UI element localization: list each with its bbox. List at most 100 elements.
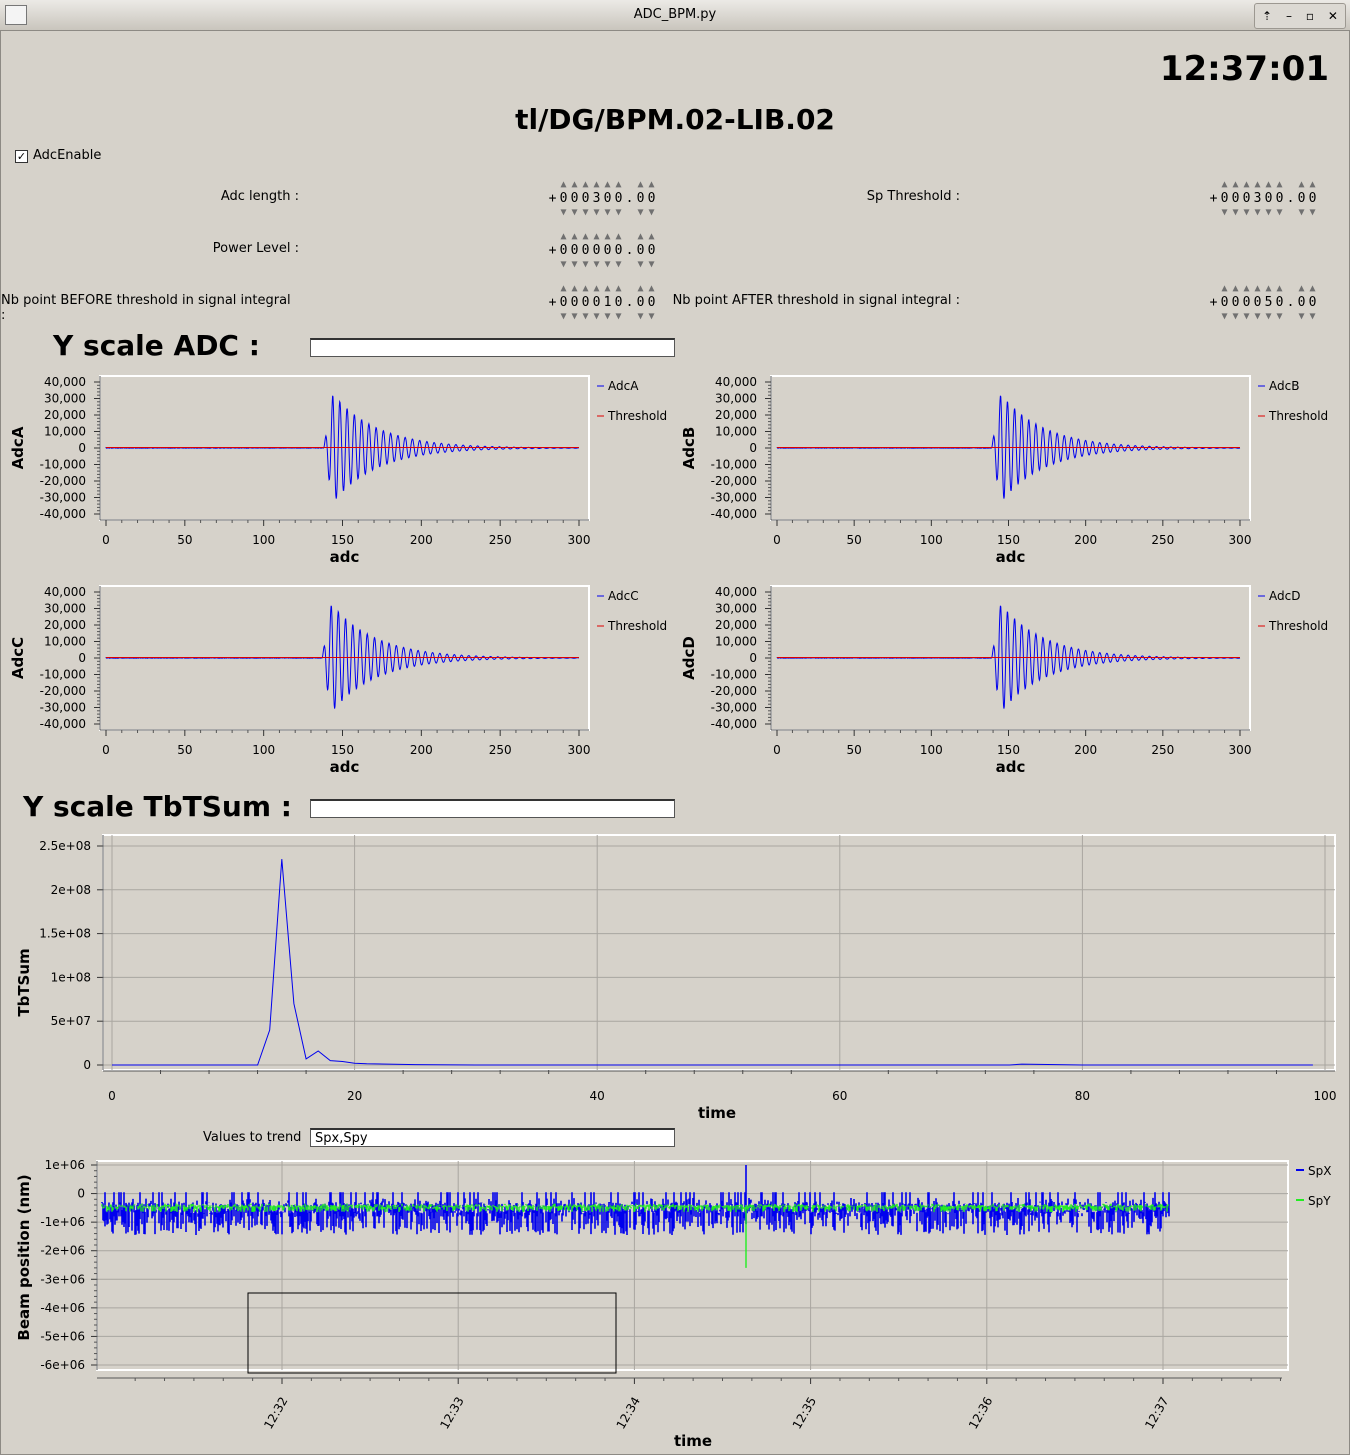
shade-icon[interactable]: ⇡ xyxy=(1261,9,1273,23)
spin-down-arrow[interactable]: ▼ xyxy=(1265,207,1272,218)
spin-down-arrow[interactable]: ▼ xyxy=(648,311,655,322)
spin-down-arrow[interactable]: ▼ xyxy=(560,259,567,270)
spin-down-arrow[interactable]: ▼ xyxy=(593,207,600,218)
spin-up-arrow[interactable]: ▲ xyxy=(1254,283,1261,294)
spin-down-arrow[interactable]: ▼ xyxy=(571,311,578,322)
spin-up-arrow[interactable]: ▲ xyxy=(593,179,600,190)
spin-down-arrow[interactable]: ▼ xyxy=(1265,311,1272,322)
spin-down-arrow[interactable]: ▼ xyxy=(1221,207,1228,218)
adc-enable-checkbox[interactable]: ✓ xyxy=(15,150,28,163)
spin-up-arrow[interactable]: ▲ xyxy=(1309,179,1316,190)
spin-up-arrow[interactable]: ▲ xyxy=(571,283,578,294)
spin-up-arrow[interactable]: ▲ xyxy=(1298,283,1305,294)
spin-up-arrow[interactable]: ▲ xyxy=(604,283,611,294)
nb-after-spinbox[interactable]: ▲ ▲ ▲ ▲ ▲ ▲ ▲ ▲ +0 0 0 0 5 0. 0 0 ▼ ▼ ▼ ▼ ▼ ▼ ▼ ▼ xyxy=(1208,283,1318,323)
spin-up-arrow[interactable]: ▲ xyxy=(560,179,567,190)
spin-down-arrow[interactable]: ▼ xyxy=(582,207,589,218)
spin-up-arrow[interactable]: ▲ xyxy=(637,231,644,242)
spin-up-arrow[interactable]: ▲ xyxy=(648,179,655,190)
spin-up-arrow[interactable]: ▲ xyxy=(1265,179,1272,190)
spin-digit: 0 xyxy=(1308,295,1317,310)
spin-up-arrow[interactable]: ▲ xyxy=(1265,283,1272,294)
window-titlebar[interactable]: ADC_BPM.py ⇡ – ▫ ✕ xyxy=(0,0,1350,31)
spin-down-arrow[interactable]: ▼ xyxy=(604,207,611,218)
spin-down-arrow[interactable]: ▼ xyxy=(615,259,622,270)
spin-down-arrow[interactable]: ▼ xyxy=(615,311,622,322)
close-icon[interactable]: ✕ xyxy=(1327,9,1338,23)
spin-up-arrow[interactable]: ▲ xyxy=(648,283,655,294)
x-axis-title: time xyxy=(674,1432,712,1450)
spin-down-arrow[interactable]: ▼ xyxy=(1254,311,1261,322)
spin-up-arrow[interactable]: ▲ xyxy=(1232,179,1239,190)
spin-up-arrow[interactable]: ▲ xyxy=(615,283,622,294)
spin-up-arrow[interactable]: ▲ xyxy=(637,283,644,294)
power-level-spinbox[interactable]: ▲ ▲ ▲ ▲ ▲ ▲ ▲ ▲ +0 0 0 0 0 0. 0 0 ▼ ▼ ▼ ▼ ▼ ▼ ▼ ▼ xyxy=(547,231,657,271)
spin-down-arrow[interactable]: ▼ xyxy=(648,259,655,270)
spin-down-arrow[interactable]: ▼ xyxy=(593,259,600,270)
spin-down-arrow[interactable]: ▼ xyxy=(1254,207,1261,218)
spin-up-arrow[interactable]: ▲ xyxy=(593,231,600,242)
spin-up-arrow[interactable]: ▲ xyxy=(560,283,567,294)
spin-down-arrow[interactable]: ▼ xyxy=(582,259,589,270)
spin-up-arrow[interactable]: ▲ xyxy=(1221,283,1228,294)
maximize-icon[interactable]: ▫ xyxy=(1305,9,1314,23)
spin-up-arrow[interactable]: ▲ xyxy=(582,231,589,242)
spin-down-arrow[interactable]: ▼ xyxy=(604,311,611,322)
spin-down-arrow[interactable]: ▼ xyxy=(582,311,589,322)
spin-down-arrow[interactable]: ▼ xyxy=(637,207,644,218)
spin-down-arrow[interactable]: ▼ xyxy=(1276,207,1283,218)
x-tick-label: 150 xyxy=(331,743,354,757)
spin-down-arrow[interactable]: ▼ xyxy=(1298,207,1305,218)
spin-down-arrow[interactable]: ▼ xyxy=(1298,311,1305,322)
spin-digit: 0 xyxy=(581,243,590,258)
yscale-adc-input[interactable] xyxy=(310,338,675,357)
spin-down-arrow[interactable]: ▼ xyxy=(1243,207,1250,218)
spin-digit: 0 xyxy=(636,243,645,258)
trend-input[interactable]: Spx,Spy xyxy=(310,1128,675,1147)
spin-up-arrow[interactable]: ▲ xyxy=(1232,283,1239,294)
spin-down-arrow[interactable]: ▼ xyxy=(560,311,567,322)
spin-up-arrow[interactable]: ▲ xyxy=(648,231,655,242)
spin-down-arrow[interactable]: ▼ xyxy=(571,207,578,218)
spin-up-arrow[interactable]: ▲ xyxy=(571,179,578,190)
spin-down-arrow[interactable]: ▼ xyxy=(1276,311,1283,322)
spin-up-arrow[interactable]: ▲ xyxy=(604,179,611,190)
spin-up-arrow[interactable]: ▲ xyxy=(582,283,589,294)
adc-length-spinbox[interactable]: ▲ ▲ ▲ ▲ ▲ ▲ ▲ ▲ +0 0 0 3 0 0. 0 0 ▼ ▼ ▼ ▼ ▼ ▼ ▼ ▼ xyxy=(547,179,657,219)
spin-down-arrow[interactable]: ▼ xyxy=(593,311,600,322)
spin-down-arrow[interactable]: ▼ xyxy=(637,259,644,270)
spin-up-arrow[interactable]: ▲ xyxy=(1254,179,1261,190)
spin-down-arrow[interactable]: ▼ xyxy=(1309,207,1316,218)
yscale-tbt-input[interactable] xyxy=(310,799,675,818)
spin-down-arrow[interactable]: ▼ xyxy=(1243,311,1250,322)
spin-down-arrow[interactable]: ▼ xyxy=(648,207,655,218)
sp-threshold-spinbox[interactable]: ▲ ▲ ▲ ▲ ▲ ▲ ▲ ▲ +0 0 0 3 0 0. 0 0 ▼ ▼ ▼ ▼ ▼ ▼ ▼ ▼ xyxy=(1208,179,1318,219)
spin-down-arrow[interactable]: ▼ xyxy=(637,311,644,322)
spin-up-arrow[interactable]: ▲ xyxy=(615,231,622,242)
spin-up-arrow[interactable]: ▲ xyxy=(1243,283,1250,294)
spin-down-arrow[interactable]: ▼ xyxy=(604,259,611,270)
spin-down-arrow[interactable]: ▼ xyxy=(1309,311,1316,322)
spin-up-arrow[interactable]: ▲ xyxy=(1298,179,1305,190)
spin-down-arrow[interactable]: ▼ xyxy=(1221,311,1228,322)
spin-up-arrow[interactable]: ▲ xyxy=(1243,179,1250,190)
spin-down-arrow[interactable]: ▼ xyxy=(615,207,622,218)
spin-down-arrow[interactable]: ▼ xyxy=(571,259,578,270)
spin-up-arrow[interactable]: ▲ xyxy=(571,231,578,242)
nb-before-spinbox[interactable]: ▲ ▲ ▲ ▲ ▲ ▲ ▲ ▲ +0 0 0 0 1 0. 0 0 ▼ ▼ ▼ ▼ ▼ ▼ ▼ ▼ xyxy=(547,283,657,323)
spin-up-arrow[interactable]: ▲ xyxy=(582,179,589,190)
spin-up-arrow[interactable]: ▲ xyxy=(1276,179,1283,190)
spin-up-arrow[interactable]: ▲ xyxy=(604,231,611,242)
spin-up-arrow[interactable]: ▲ xyxy=(637,179,644,190)
spin-up-arrow[interactable]: ▲ xyxy=(560,231,567,242)
minimize-icon[interactable]: – xyxy=(1285,9,1292,23)
device-name: tl/DG/BPM.02-LIB.02 xyxy=(515,103,835,136)
spin-down-arrow[interactable]: ▼ xyxy=(1232,311,1239,322)
spin-up-arrow[interactable]: ▲ xyxy=(1276,283,1283,294)
spin-up-arrow[interactable]: ▲ xyxy=(615,179,622,190)
spin-up-arrow[interactable]: ▲ xyxy=(593,283,600,294)
spin-down-arrow[interactable]: ▼ xyxy=(1232,207,1239,218)
spin-down-arrow[interactable]: ▼ xyxy=(560,207,567,218)
spin-up-arrow[interactable]: ▲ xyxy=(1221,179,1228,190)
spin-up-arrow[interactable]: ▲ xyxy=(1309,283,1316,294)
